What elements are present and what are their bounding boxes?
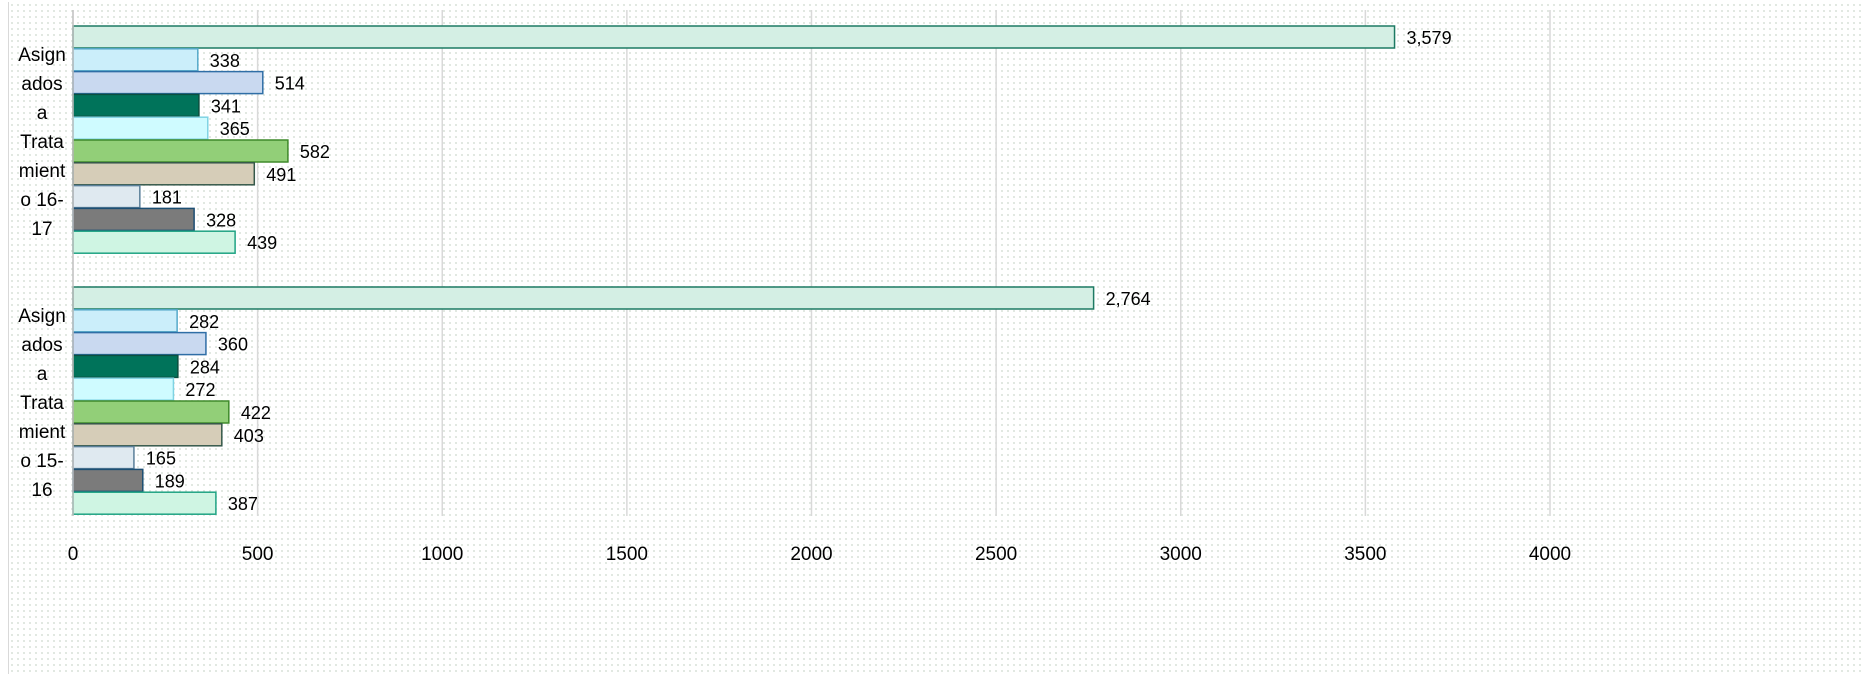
x-tick-label: 1500 bbox=[606, 544, 648, 565]
bar bbox=[72, 423, 223, 447]
data-label: 181 bbox=[152, 188, 182, 208]
bar bbox=[72, 309, 178, 333]
x-tick-label: 2000 bbox=[790, 544, 832, 565]
category-label-line: Trata bbox=[20, 131, 64, 153]
category-label: Asign ados a Trata mient o 16- 17 bbox=[8, 41, 76, 244]
x-tick-label: 3500 bbox=[1344, 544, 1386, 565]
bar bbox=[72, 139, 289, 163]
category-label-line: o 16- bbox=[20, 189, 64, 211]
bar bbox=[72, 25, 1396, 49]
category-label-line: Trata bbox=[20, 392, 64, 414]
data-label: 282 bbox=[189, 312, 219, 332]
data-label: 341 bbox=[211, 96, 241, 116]
data-label: 165 bbox=[146, 449, 176, 469]
data-label: 189 bbox=[155, 471, 185, 491]
category-label-line: ados bbox=[21, 73, 63, 95]
category-label-line: a bbox=[36, 363, 48, 385]
data-label: 328 bbox=[206, 210, 236, 230]
x-tick-label: 1000 bbox=[421, 544, 463, 565]
x-tick-label: 2500 bbox=[975, 544, 1017, 565]
bar bbox=[72, 116, 209, 140]
bar bbox=[72, 93, 200, 118]
data-label: 582 bbox=[300, 142, 330, 162]
category-label-line: 16 bbox=[31, 479, 53, 501]
x-tick-label: 3000 bbox=[1160, 544, 1202, 565]
bar bbox=[72, 162, 256, 186]
category-label-line: mient bbox=[18, 421, 66, 443]
bar bbox=[72, 491, 217, 515]
data-label: 514 bbox=[275, 74, 305, 94]
data-label: 491 bbox=[266, 165, 296, 185]
x-tick-label: 4000 bbox=[1529, 544, 1571, 565]
plot-area bbox=[8, 2, 1861, 674]
category-label-line: Asign bbox=[18, 44, 66, 66]
category-label-line: o 15- bbox=[20, 450, 64, 472]
bar bbox=[72, 468, 144, 493]
bar bbox=[72, 354, 179, 379]
data-label: 403 bbox=[234, 426, 264, 446]
bar bbox=[72, 286, 1095, 310]
x-tick-label: 500 bbox=[242, 544, 274, 565]
category-label-line: 17 bbox=[31, 218, 53, 240]
data-label: 439 bbox=[247, 233, 277, 253]
category-label-line: a bbox=[36, 102, 48, 124]
bar bbox=[72, 230, 236, 254]
bar bbox=[72, 184, 141, 209]
data-label: 338 bbox=[210, 51, 240, 71]
data-label: 365 bbox=[220, 119, 250, 139]
bar bbox=[72, 207, 195, 232]
data-label: 422 bbox=[241, 403, 271, 423]
bar bbox=[72, 445, 135, 470]
data-label: 272 bbox=[185, 380, 215, 400]
bar bbox=[72, 377, 175, 401]
data-label: 360 bbox=[218, 335, 248, 355]
bar bbox=[72, 400, 230, 424]
data-label: 3,579 bbox=[1407, 28, 1452, 48]
data-label: 284 bbox=[190, 357, 220, 377]
category-label-line: ados bbox=[21, 334, 63, 356]
data-label: 2,764 bbox=[1106, 289, 1151, 309]
category-label-line: mient bbox=[18, 160, 66, 182]
bar bbox=[72, 70, 264, 95]
bar bbox=[72, 48, 199, 72]
x-tick-label: 0 bbox=[68, 544, 79, 565]
category-label: Asign ados a Trata mient o 15- 16 bbox=[8, 302, 76, 505]
bar bbox=[72, 331, 207, 356]
data-label: 387 bbox=[228, 494, 258, 514]
category-label-line: Asign bbox=[18, 305, 66, 327]
